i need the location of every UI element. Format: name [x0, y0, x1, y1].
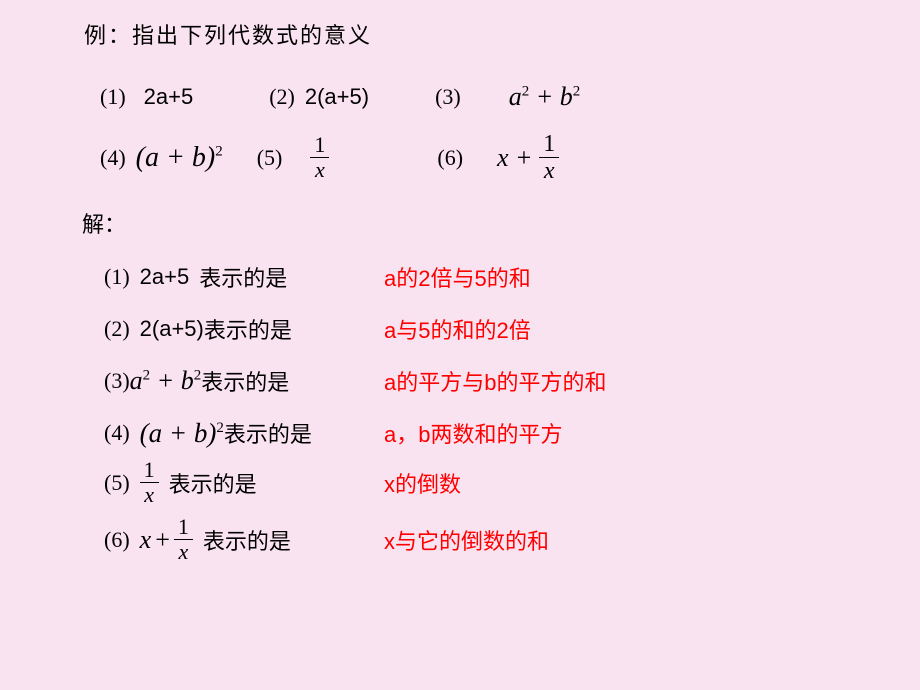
ans-expr-6-plus: +	[155, 525, 170, 555]
frac-den: x	[174, 541, 192, 563]
answer-row-5: (5) 1 x 表示的是 x的倒数	[104, 459, 920, 506]
expr-6-plus: +	[517, 143, 532, 173]
problem-row-2: (4) (a + b)2 (5) 1 x (6) x + 1 x	[100, 132, 920, 183]
ans-tail-5: 表示的是	[169, 467, 257, 499]
ans-expr-3: a2 + b2	[130, 366, 202, 396]
label-6: (6)	[437, 145, 463, 171]
frac-num: 1	[310, 134, 329, 156]
label-5: (5)	[257, 145, 283, 171]
ans-text-1: a的2倍与5的和	[384, 261, 531, 293]
ans-label-1: (1)	[104, 264, 130, 290]
label-4: (4)	[100, 145, 126, 171]
expr-4: (a + b)2	[136, 142, 223, 174]
answers-section: (1) 2a+5 表示的是 a的2倍与5的和 (2) 2(a+5) 表示的是 a…	[104, 261, 920, 563]
frac-num: 1	[174, 516, 193, 538]
label-2: (2)	[269, 84, 295, 110]
ans-tail-1: 表示的是	[199, 261, 287, 293]
ans-expr-6-lead: x	[140, 525, 152, 555]
ans-tail-6: 表示的是	[203, 524, 291, 556]
ans-text-3: a的平方与b的平方的和	[384, 365, 606, 397]
label-3: (3)	[435, 84, 461, 110]
ans-expr-6-frac: 1 x	[174, 516, 193, 563]
ans-text-5: x的倒数	[384, 467, 461, 499]
expr-6-frac: 1 x	[539, 132, 559, 183]
frac-den: x	[540, 159, 559, 183]
frac-den: x	[311, 159, 329, 181]
ans-label-4: (4)	[104, 420, 130, 446]
problems-section: (1) 2a+5 (2) 2(a+5) (3) a2 + b2 (4) (a +…	[100, 82, 920, 183]
frac-num: 1	[539, 132, 559, 156]
ans-expr-4: (a + b)2	[140, 418, 224, 449]
answer-row-2: (2) 2(a+5) 表示的是 a与5的和的2倍	[104, 313, 920, 345]
ans-expr-2: 2(a+5)	[140, 316, 204, 342]
example-title: 例：指出下列代数式的意义	[84, 18, 920, 50]
ans-tail-3: 表示的是	[201, 365, 289, 397]
frac-den: x	[140, 484, 158, 506]
expr-2: 2(a+5)	[305, 84, 369, 110]
answer-row-1: (1) 2a+5 表示的是 a的2倍与5的和	[104, 261, 920, 293]
label-1: (1)	[100, 84, 126, 110]
answer-row-6: (6) x + 1 x 表示的是 x与它的倒数的和	[104, 516, 920, 563]
ans-text-6: x与它的倒数的和	[384, 524, 549, 556]
ans-text-2: a与5的和的2倍	[384, 313, 531, 345]
problem-row-1: (1) 2a+5 (2) 2(a+5) (3) a2 + b2	[100, 82, 920, 112]
ans-text-4: a，b两数和的平方	[384, 417, 562, 449]
ans-expr-1: 2a+5	[140, 264, 190, 290]
ans-expr-5: 1 x	[140, 459, 159, 506]
ans-label-6: (6)	[104, 527, 130, 553]
solution-label: 解：	[82, 207, 920, 239]
expr-1: 2a+5	[144, 84, 194, 110]
ans-label-3: (3)	[104, 368, 130, 394]
frac-num: 1	[140, 459, 159, 481]
expr-6-lead: x	[497, 143, 509, 173]
ans-tail-4: 表示的是	[224, 417, 312, 449]
answer-row-4: (4) (a + b)2 表示的是 a，b两数和的平方	[104, 417, 920, 449]
ans-label-2: (2)	[104, 316, 130, 342]
ans-tail-2: 表示的是	[204, 313, 292, 345]
expr-3: a2 + b2	[509, 82, 581, 112]
answer-row-3: (3) a2 + b2 表示的是 a的平方与b的平方的和	[104, 365, 920, 397]
ans-label-5: (5)	[104, 470, 130, 496]
expr-5: 1 x	[310, 134, 329, 181]
